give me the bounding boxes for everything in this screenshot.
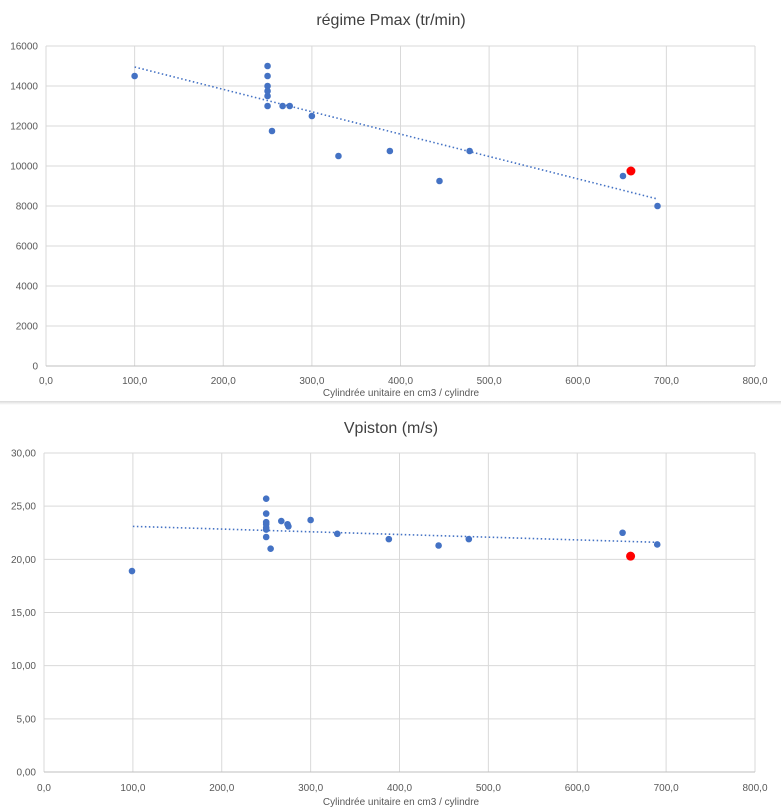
y-tick-label: 5,00 [17,714,37,725]
data-point [307,516,314,524]
data-point [262,526,270,533]
data-point [619,529,626,537]
trendline [132,525,658,544]
x-tick-label: 100,0 [122,376,147,387]
y-tick-label: 0 [32,362,38,373]
y-tick-label: 6000 [16,242,39,253]
data-point [264,102,271,110]
y-tick-label: 8000 [16,202,39,213]
y-tick-label: 16000 [10,42,38,53]
data-point [385,535,393,543]
x-axis-label: Cylindrée unitaire en cm3 / cylindre [323,388,480,399]
highlighted-data-point [626,166,636,176]
highlighted-data-point [626,551,636,561]
chart-title: régime Pmax (tr/min) [316,12,465,29]
x-tick-label: 400,0 [388,376,413,387]
data-point [264,82,271,90]
data-point [465,535,473,543]
trendline [134,66,658,200]
x-tick-label: 600,0 [565,783,590,794]
chart-panel-regime: 0 2000 4000 6000 8000 10000 12000 14000 16000 0,… [0,0,781,401]
x-tick-label: 800,0 [742,783,767,794]
data-point [264,72,271,80]
data-point [268,127,276,135]
data-point [264,92,271,100]
x-tick-label: 800,0 [742,376,767,387]
data-point [286,102,294,110]
x-tick-label: 200,0 [209,783,234,794]
y-tick-label: 10000 [10,162,38,173]
chart-divider [0,401,781,405]
data-point [262,495,270,503]
x-tick-label: 600,0 [565,376,590,387]
y-tick-label: 12000 [10,122,38,133]
y-tick-label: 14000 [10,82,38,93]
y-tick-label: 10,00 [11,661,36,672]
x-tick-label: 500,0 [476,783,501,794]
y-tick-label: 20,00 [11,555,36,566]
x-tick-label: 300,0 [298,783,323,794]
data-point [466,147,473,155]
data-point [131,72,138,80]
chart-vpiston: 0,00 5,00 10,00 15,00 20,00 25,00 30,00 0,0 100… [11,420,768,808]
data-point [262,533,270,541]
y-tick-label: 0,00 [17,768,37,779]
y-tick-label: 30,00 [11,449,36,460]
x-tick-label: 0,0 [37,783,51,794]
data-point [386,147,394,155]
y-tick-label: 4000 [16,282,39,293]
x-tick-label: 400,0 [387,783,412,794]
chart-regime-pmax: 0 2000 4000 6000 8000 10000 12000 14000 16000 0,… [10,12,768,399]
data-point [436,177,443,185]
x-tick-label: 0,0 [39,376,53,387]
x-tick-label: 700,0 [654,783,679,794]
data-point [654,202,661,210]
data-point [128,567,136,575]
data-point [277,517,285,525]
data-point [279,102,286,110]
data-point [333,530,341,538]
chart-title: Vpiston (m/s) [344,420,438,437]
y-tick-label: 15,00 [11,608,36,619]
y-tick-label: 2000 [16,322,39,333]
data-point [262,510,270,517]
x-tick-label: 500,0 [477,376,502,387]
x-tick-label: 300,0 [299,376,324,387]
data-point [264,87,271,95]
x-axis-label: Cylindrée unitaire en cm3 / cylindre [323,797,480,808]
data-point [267,545,274,552]
data-point [264,62,271,70]
data-point [435,542,442,549]
y-tick-label: 25,00 [11,502,36,513]
data-point [619,172,627,180]
x-tick-label: 100,0 [120,783,145,794]
data-point [335,152,342,160]
chart-panel-vpiston: 0,00 5,00 10,00 15,00 20,00 25,00 30,00 0,0 100… [0,405,781,810]
data-point [653,541,661,548]
x-tick-label: 200,0 [211,376,236,387]
x-tick-label: 700,0 [654,376,679,387]
data-point [285,523,292,530]
data-point [308,112,316,120]
